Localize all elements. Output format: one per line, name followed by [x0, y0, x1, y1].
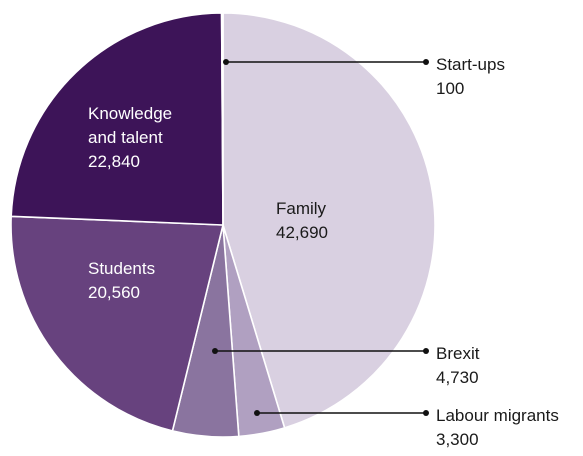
slice-label-start-ups: Start-ups 100 [436, 55, 505, 98]
leader-end-dot-start-ups [423, 59, 429, 65]
slice-label-knowledge-and-talent: Knowledge and talent 22,840 [88, 104, 172, 171]
pie-slices [10, 12, 436, 438]
pie-slice-knowledge-and-talent [10, 12, 224, 226]
pie-slice-start-ups [220, 12, 224, 226]
slice-label-brexit: Brexit 4,730 [436, 344, 480, 387]
slice-label-family: Family 42,690 [276, 199, 328, 242]
leader-end-dot-brexit [423, 348, 429, 354]
leader-dot-start-ups [223, 59, 229, 65]
pie-slice-family [222, 12, 436, 429]
leader-dot-brexit [212, 348, 218, 354]
slice-labels: Family 42,690 Labour migrants 3,300 Brexit 4,… [88, 55, 559, 449]
pie-slice-students [10, 215, 225, 432]
leader-end-dot-labour-migrants [423, 410, 429, 416]
slice-label-students: Students 20,560 [88, 259, 155, 302]
leader-dot-labour-migrants [254, 410, 260, 416]
slice-label-labour-migrants: Labour migrants 3,300 [436, 406, 559, 449]
leader-lines [212, 59, 429, 416]
